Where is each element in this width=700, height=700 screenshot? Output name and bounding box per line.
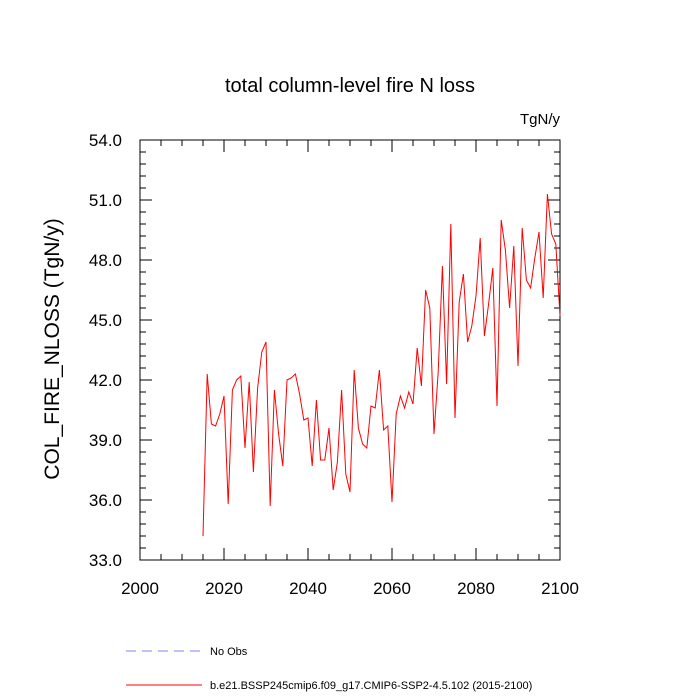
y-ticks: 33.0 36.0 39.0 42.0 45.0 48.0 51.0 54.0 — [89, 131, 560, 570]
x-tick-label: 2080 — [457, 579, 495, 598]
x-tick-label: 2000 — [121, 579, 159, 598]
x-tick-label: 2020 — [205, 579, 243, 598]
x-tick-label: 2060 — [373, 579, 411, 598]
y-tick-label: 45.0 — [89, 311, 122, 330]
y-tick-label: 42.0 — [89, 371, 122, 390]
plot-area — [202, 193, 561, 537]
y-tick-label: 54.0 — [89, 131, 122, 150]
y-tick-label: 36.0 — [89, 491, 122, 510]
chart-title: total column-level fire N loss — [225, 75, 475, 97]
y-tick-label: 51.0 — [89, 191, 122, 210]
x-tick-label: 2040 — [289, 579, 327, 598]
legend-label: b.e21.BSSP245cmip6.f09_g17.CMIP6-SSP2-4.… — [210, 680, 532, 692]
x-ticks: 2000 2020 2040 2060 2080 2100 — [121, 140, 579, 598]
units-label: TgN/y — [520, 111, 561, 128]
legend: No Obs b.e21.BSSP245cmip6.f09_g17.CMIP6-S… — [126, 646, 532, 692]
plot-frame — [139, 139, 561, 561]
y-tick-label: 48.0 — [89, 251, 122, 270]
y-tick-label: 39.0 — [89, 431, 122, 450]
legend-label: No Obs — [210, 646, 248, 658]
series-line — [202, 193, 561, 537]
y-axis-label: COL_FIRE_NLOSS (TgN/y) — [41, 218, 64, 479]
y-tick-label: 33.0 — [89, 551, 122, 570]
x-tick-label: 2100 — [541, 579, 579, 598]
axes — [139, 139, 561, 561]
